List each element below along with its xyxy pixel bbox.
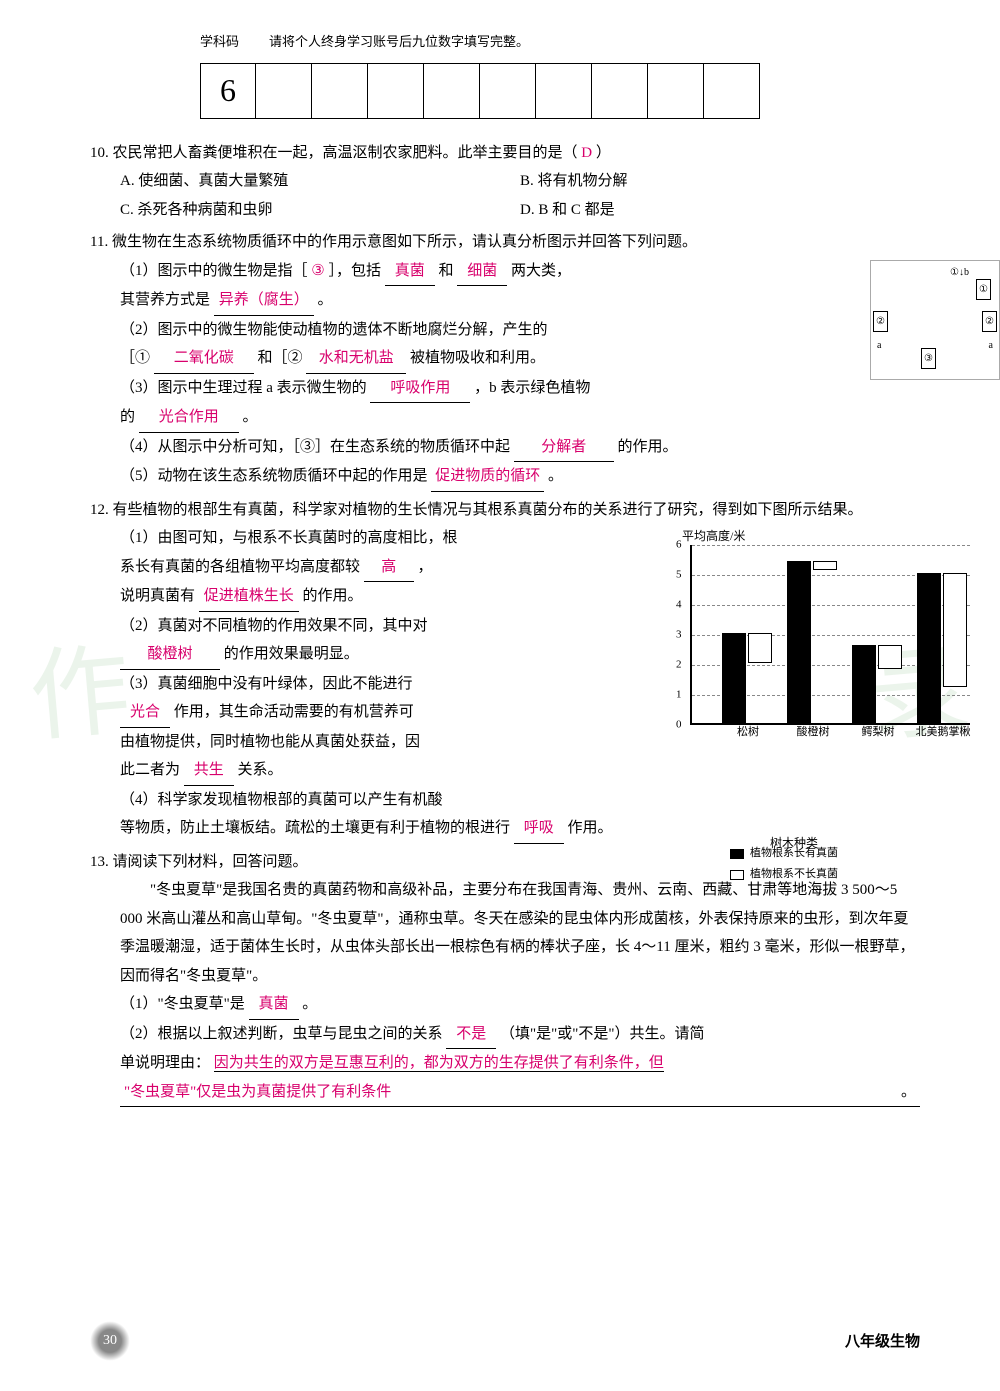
q11-s2-ans2: 水和无机盐 (306, 344, 406, 374)
q10-close: ） (596, 145, 611, 161)
q11-sub5: （5）动物在该生态系统物质循环中起的作用是 促进物质的循环 。 (120, 462, 920, 492)
q12-s1-ans1: 高 (364, 553, 414, 583)
q11-sub1: （1）图示中的微生物是指［ ③ ］，包括 真菌 和 细菌 两大类， 其营养方式是… (120, 257, 800, 316)
q11-s1-ans2: 真菌 (385, 257, 435, 287)
account-box[interactable] (424, 63, 480, 119)
q11-text: 微生物在生态系统物质循环中的作用示意图如下所示，请认真分析图示并回答下列问题。 (112, 234, 697, 250)
q12-text: 有些植物的根部生有真菌，科学家对植物的生长情况与其根系真菌分布的关系进行了研究，… (113, 502, 863, 518)
q10-answer: D (581, 145, 592, 161)
q13-text: 请阅读下列材料，回答问题。 (113, 854, 308, 870)
q11-sub2: （2）图示中的微生物能使动植物的遗体不断地腐烂分解，产生的 ［① 二氧化碳 和［… (120, 316, 800, 374)
q12-num: 12. (90, 502, 109, 518)
bar-filled (917, 573, 941, 723)
account-box[interactable] (592, 63, 648, 119)
q12-s3-ans1: 光合 (120, 698, 170, 728)
q12-sub2: （2）真菌对不同植物的作用效果不同，其中对 酸橙树 的作用效果最明显。 (120, 612, 610, 670)
q12-sub1: （1）由图可知，与根系不长真菌时的高度相比，根 系长有真菌的各组植物平均高度都较… (120, 524, 610, 612)
question-13: 13. 请阅读下列材料，回答问题。 "冬虫夏草"是我国名贵的真菌药物和高级补品，… (90, 848, 920, 1108)
q12-sub3: （3）真菌细胞中没有叶绿体，因此不能进行 光合 作用，其生命活动需要的有机营养可… (120, 670, 610, 786)
q12-s1-ans2: 促进植株生长 (199, 582, 299, 612)
x-label: 北美鹅掌楸 (913, 722, 973, 743)
q13-s1-ans: 真菌 (249, 990, 299, 1020)
q11-s3-ans1: 呼吸作用 (370, 374, 470, 404)
q12-s3-ans2: 共生 (184, 756, 234, 786)
q13-s2-ans3: "冬虫夏草"仅是虫为真菌提供了有利条件 。 (120, 1078, 920, 1108)
q10-optC: C. 杀死各种病菌和虫卵 (120, 196, 520, 225)
q10-optA: A. 使细菌、真菌大量繁殖 (120, 167, 520, 196)
account-label: 请将个人终身学习账号后九位数字填写完整。 (269, 30, 529, 55)
bar-empty (943, 573, 967, 687)
account-box[interactable] (648, 63, 704, 119)
subject-code-box: 6 (200, 63, 256, 119)
q11-num: 11. (90, 234, 108, 250)
q12-s2-ans: 酸橙树 (120, 640, 220, 670)
q13-material: "冬虫夏草"是我国名贵的真菌药物和高级补品，主要分布在我国青海、贵州、云南、西藏… (120, 876, 920, 990)
q10-optB: B. 将有机物分解 (520, 167, 920, 196)
subject-label: 学科码 (200, 30, 239, 55)
q11-s1-ans1: ③ (311, 263, 324, 279)
q13-sub2: （2）根据以上叙述判断，虫草与昆虫之间的关系 不是 （填"是"或"不是"）共生。… (120, 1020, 920, 1078)
q13-s2-ans1: 不是 (446, 1020, 496, 1050)
account-box[interactable] (704, 63, 760, 119)
q12-sub4: （4）科学家发现植物根部的真菌可以产生有机酸 等物质，防止土壤板结。疏松的土壤更… (120, 786, 920, 844)
q11-s1-ans4: 异养（腐生） (214, 286, 314, 316)
q11-s3-ans2: 光合作用 (139, 403, 239, 433)
q10-optD: D. B 和 C 都是 (520, 196, 920, 225)
account-box[interactable] (368, 63, 424, 119)
q10-options: A. 使细菌、真菌大量繁殖 B. 将有机物分解 C. 杀死各种病菌和虫卵 D. … (120, 167, 920, 224)
q12-s4-ans: 呼吸 (514, 814, 564, 844)
page-number: 30 (90, 1321, 130, 1361)
account-box[interactable] (536, 63, 592, 119)
q13-sub1: （1）"冬虫夏草"是 真菌 。 (120, 990, 920, 1020)
account-box[interactable] (256, 63, 312, 119)
account-box[interactable] (480, 63, 536, 119)
q13-s2-ans2: 因为共生的双方是互惠互利的，都为双方的生存提供了有利条件，但 (214, 1055, 664, 1072)
header-row: 学科码 请将个人终身学习账号后九位数字填写完整。 (200, 30, 920, 55)
q11-sub4: （4）从图示中分析可知，［③］在生态系统的物质循环中起 分解者 的作用。 (120, 433, 920, 463)
question-10: 10. 农民常把人畜粪便堆积在一起，高温沤制农家肥料。此举主要目的是（ D ） … (90, 139, 920, 225)
q11-s1-ans3: 细菌 (457, 257, 507, 287)
footer-label: 八年级生物 (845, 1328, 920, 1357)
q11-s5-ans: 促进物质的循环 (431, 462, 544, 492)
bar-group (917, 573, 967, 723)
q11-s2-ans1: 二氧化碳 (154, 344, 254, 374)
question-11: 11. 微生物在生态系统物质循环中的作用示意图如下所示，请认真分析图示并回答下列… (90, 228, 920, 492)
question-12: 12. 有些植物的根部生有真菌，科学家对植物的生长情况与其根系真菌分布的关系进行… (90, 496, 920, 844)
code-boxes: 6 (200, 63, 920, 119)
q10-text: 农民常把人畜粪便堆积在一起，高温沤制农家肥料。此举主要目的是（ (113, 145, 578, 161)
account-box[interactable] (312, 63, 368, 119)
q11-s4-ans: 分解者 (514, 433, 614, 463)
q13-num: 13. (90, 854, 109, 870)
q11-sub3: （3）图示中生理过程 a 表示微生物的 呼吸作用 ，b 表示绿色植物 的 光合作… (120, 374, 800, 433)
q10-num: 10. (90, 145, 109, 161)
